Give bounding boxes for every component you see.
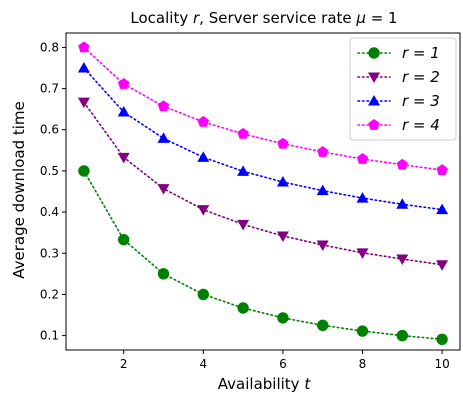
x-axis-label: Availability t [218, 375, 312, 393]
data-point [356, 192, 369, 203]
data-point [316, 319, 329, 331]
data-point [368, 95, 380, 106]
series-line [83, 67, 443, 211]
data-point [197, 288, 210, 301]
legend: r = 1 r = 2 r = 3 r = 4 [349, 37, 457, 141]
data-point [356, 152, 369, 164]
data-point [237, 219, 250, 231]
legend-label: r = 1 [402, 44, 440, 62]
y-tick-label: 0.5 [40, 164, 59, 178]
data-point [436, 203, 449, 215]
data-point [197, 205, 210, 216]
data-point [118, 78, 130, 89]
data-point [157, 268, 170, 280]
x-tick-label: 10 [434, 357, 449, 371]
data-point [436, 260, 449, 271]
data-point [237, 127, 249, 139]
data-point [118, 233, 130, 246]
data-point [396, 158, 408, 170]
data-point [276, 231, 289, 242]
title-r-symbol: r [193, 9, 200, 27]
y-tick-label: 0.4 [40, 205, 59, 219]
legend-label: r = 4 [402, 116, 440, 134]
data-point [237, 302, 249, 314]
data-point [277, 137, 289, 149]
data-point [77, 61, 90, 73]
data-point [78, 41, 90, 53]
series-line [83, 46, 443, 171]
data-point [197, 151, 210, 162]
title-prefix: Locality [130, 9, 193, 27]
series-line [83, 170, 443, 341]
title-middle: , Server service rate [199, 9, 356, 27]
chart-title: Locality r, Server service rate μ = 1 [130, 9, 397, 27]
x-axis-label-text: Availability [218, 375, 305, 393]
y-axis-label: Average download time [10, 101, 28, 279]
y-tick-label: 0.8 [40, 40, 59, 54]
legend-label: r = 2 [402, 68, 440, 86]
y-tick-label: 0.3 [40, 246, 59, 260]
data-point [396, 329, 408, 342]
data-point [396, 254, 409, 266]
data-point [78, 165, 90, 177]
data-point [157, 184, 170, 195]
data-point [368, 119, 380, 130]
x-tick-label: 4 [199, 357, 207, 371]
plot-layer: 2 4 6 8 10 0.1 0.2 0.3 0.4 0.5 0.6 0.7 0.8 [40, 32, 461, 371]
x-tick-label: 8 [359, 357, 367, 371]
data-point [277, 312, 289, 324]
data-point [356, 248, 369, 259]
data-point [237, 165, 250, 176]
x-axis-label-symbol: t [304, 375, 311, 393]
x-tick-label: 6 [279, 357, 287, 371]
data-point [316, 184, 329, 196]
plot-frame [65, 32, 461, 351]
y-tick-label: 0.7 [40, 82, 59, 96]
y-tick-label: 0.1 [40, 329, 59, 343]
data-point [316, 145, 329, 157]
data-point [316, 240, 329, 252]
y-tick-label: 0.6 [40, 123, 59, 137]
title-mu-symbol: μ [355, 9, 366, 27]
data-point [197, 115, 210, 127]
legend-box [349, 37, 457, 141]
x-tick-label: 2 [120, 357, 128, 371]
data-point [157, 100, 170, 112]
data-point [368, 47, 380, 59]
data-point [396, 198, 409, 209]
data-point [436, 333, 448, 345]
title-suffix: = 1 [366, 9, 398, 27]
data-point [356, 325, 369, 337]
series-line [83, 101, 443, 266]
data-point [157, 132, 170, 143]
data-point [117, 152, 130, 164]
legend-label: r = 3 [402, 92, 440, 110]
data-point [436, 164, 448, 175]
data-point [117, 106, 130, 117]
data-point [276, 176, 289, 187]
y-tick-label: 0.2 [40, 287, 59, 301]
data-point [368, 72, 380, 83]
data-point [77, 97, 90, 109]
